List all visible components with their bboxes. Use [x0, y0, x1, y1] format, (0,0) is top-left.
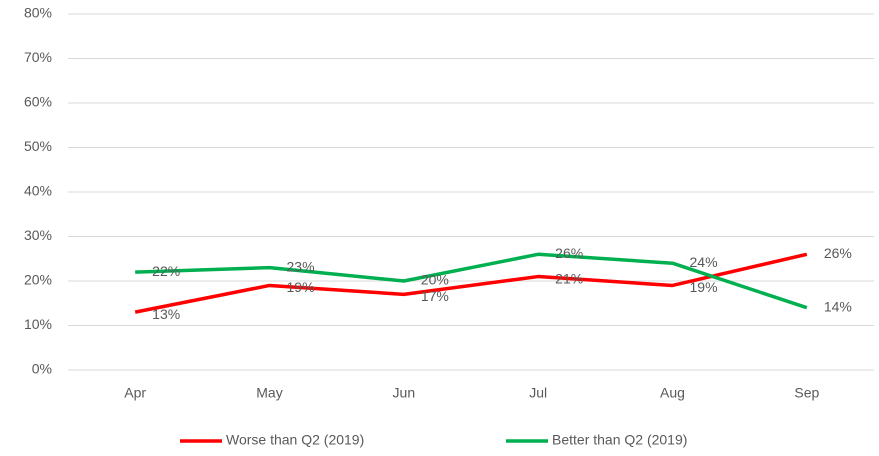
x-tick-label: Jun: [393, 385, 416, 401]
y-tick-label: 20%: [24, 272, 52, 288]
y-tick-label: 50%: [24, 138, 52, 154]
y-tick-label: 30%: [24, 227, 52, 243]
x-tick-label: Apr: [124, 385, 146, 401]
data-label: 20%: [421, 272, 449, 288]
y-tick-label: 60%: [24, 94, 52, 110]
data-label: 23%: [287, 258, 315, 274]
legend-label: Better than Q2 (2019): [552, 432, 687, 448]
y-tick-label: 0%: [32, 361, 52, 377]
y-tick-label: 40%: [24, 183, 52, 199]
x-tick-label: May: [256, 385, 282, 401]
data-label: 26%: [824, 245, 852, 261]
x-tick-label: Jul: [529, 385, 547, 401]
data-label: 21%: [555, 270, 583, 286]
y-tick-label: 70%: [24, 49, 52, 65]
data-label: 13%: [152, 306, 180, 322]
data-label: 24%: [690, 254, 718, 270]
legend-label: Worse than Q2 (2019): [226, 432, 364, 448]
data-label: 19%: [690, 279, 718, 295]
data-label: 22%: [152, 263, 180, 279]
data-label: 17%: [421, 288, 449, 304]
data-label: 26%: [555, 245, 583, 261]
y-tick-label: 10%: [24, 316, 52, 332]
y-tick-label: 80%: [24, 5, 52, 21]
data-label: 14%: [824, 298, 852, 314]
x-tick-label: Aug: [660, 385, 685, 401]
data-label: 19%: [287, 279, 315, 295]
x-tick-label: Sep: [794, 385, 819, 401]
series-line: [135, 252, 808, 310]
series-line: [134, 252, 808, 314]
